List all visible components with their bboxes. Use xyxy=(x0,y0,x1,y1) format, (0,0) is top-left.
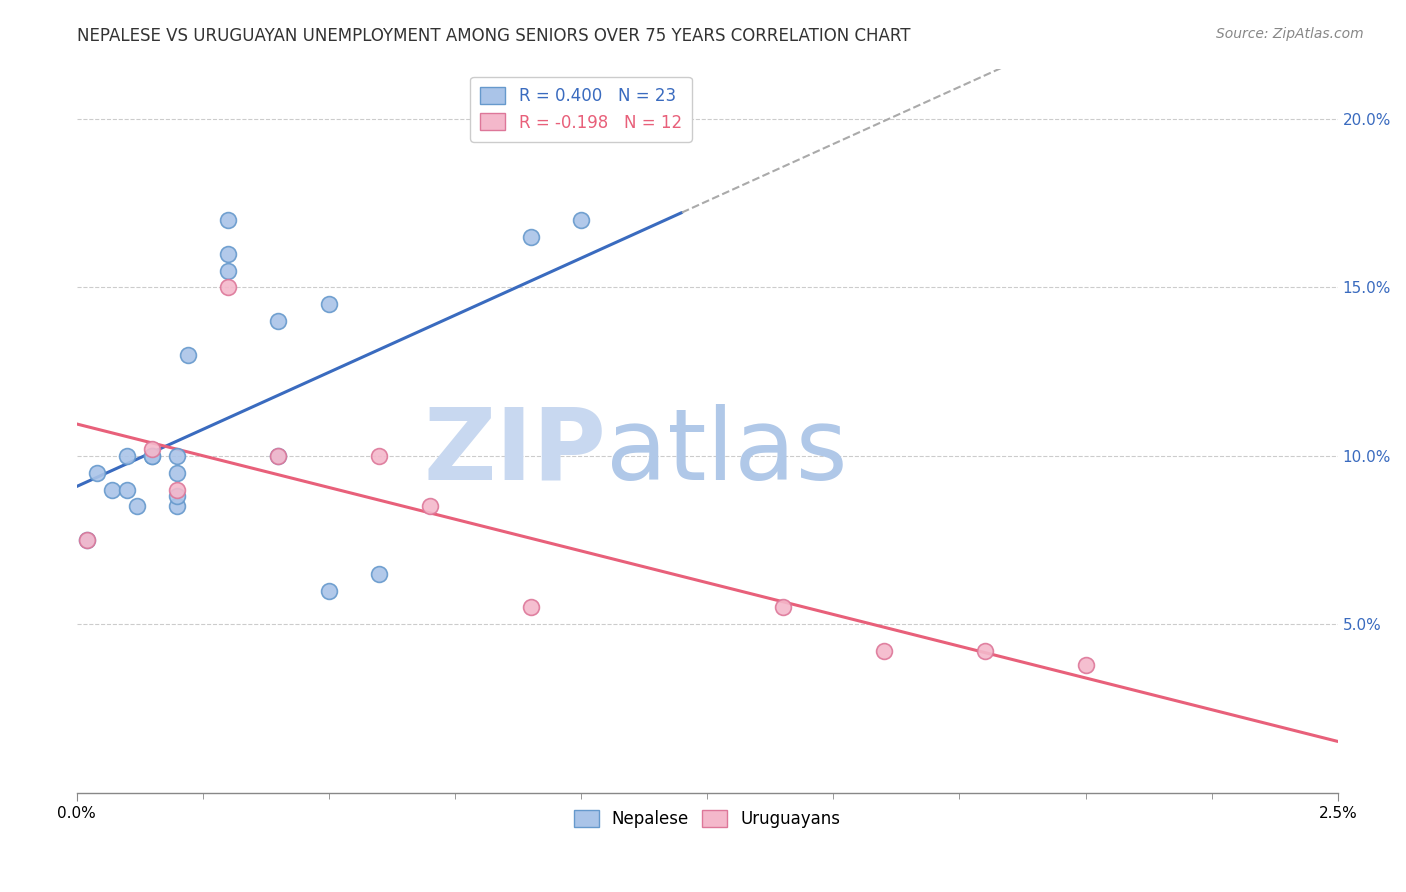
Point xyxy=(101,483,124,497)
Legend: Nepalese, Uruguayans: Nepalese, Uruguayans xyxy=(567,804,848,835)
Point xyxy=(166,489,188,503)
Point xyxy=(86,466,108,480)
Point xyxy=(141,442,163,456)
Point xyxy=(419,500,441,514)
Point xyxy=(141,449,163,463)
Point xyxy=(217,246,239,260)
Point xyxy=(166,483,188,497)
Point xyxy=(1074,657,1097,672)
Point xyxy=(166,449,188,463)
Point xyxy=(267,449,290,463)
Point xyxy=(772,600,794,615)
Point xyxy=(318,297,340,311)
Point xyxy=(519,600,541,615)
Text: NEPALESE VS URUGUAYAN UNEMPLOYMENT AMONG SENIORS OVER 75 YEARS CORRELATION CHART: NEPALESE VS URUGUAYAN UNEMPLOYMENT AMONG… xyxy=(77,27,911,45)
Point xyxy=(217,213,239,227)
Point xyxy=(267,449,290,463)
Point xyxy=(76,533,98,547)
Point xyxy=(519,230,541,244)
Point xyxy=(368,566,391,581)
Point xyxy=(166,466,188,480)
Point xyxy=(267,314,290,328)
Text: ZIP: ZIP xyxy=(423,404,606,500)
Point xyxy=(569,213,592,227)
Point xyxy=(115,483,138,497)
Point xyxy=(217,263,239,277)
Point xyxy=(176,348,198,362)
Point xyxy=(166,500,188,514)
Point xyxy=(318,583,340,598)
Text: Source: ZipAtlas.com: Source: ZipAtlas.com xyxy=(1216,27,1364,41)
Point xyxy=(217,280,239,294)
Point xyxy=(115,449,138,463)
Text: atlas: atlas xyxy=(606,404,848,500)
Point xyxy=(127,500,149,514)
Point xyxy=(141,449,163,463)
Point xyxy=(368,449,391,463)
Point xyxy=(973,644,995,658)
Point xyxy=(873,644,896,658)
Point xyxy=(76,533,98,547)
